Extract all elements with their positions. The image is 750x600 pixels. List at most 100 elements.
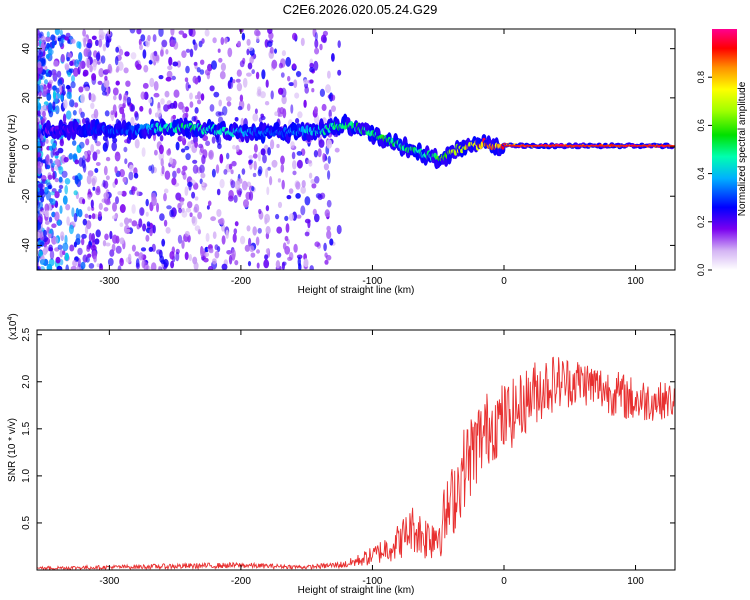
spectrogram-background [37, 29, 675, 270]
noise-speck [149, 77, 155, 88]
noise-speck [264, 254, 269, 260]
noise-speck [84, 213, 89, 219]
noise-speck [138, 218, 143, 228]
noise-speck [48, 216, 53, 223]
noise-speck [103, 192, 109, 200]
noise-speck [192, 256, 198, 265]
noise-speck [159, 135, 164, 142]
noise-speck [37, 161, 41, 166]
noise-speck [76, 41, 81, 49]
noise-speck [98, 68, 104, 78]
noise-speck [37, 222, 42, 231]
noise-speck [74, 175, 79, 185]
noise-speck [95, 149, 101, 155]
noise-speck [167, 65, 173, 71]
noise-speck [254, 29, 260, 37]
snr-axes: -300 -200 -100 0 100 0.5 1.0 1.5 2.0 2.5 [21, 327, 675, 587]
noise-speck [212, 231, 217, 239]
noise-speck [251, 186, 255, 192]
noise-speck [171, 177, 177, 186]
noise-speck [37, 265, 40, 270]
noise-speck [84, 225, 89, 235]
colorbar-tick-label: 0.0 [696, 264, 706, 277]
noise-speck [242, 77, 248, 88]
noise-speck [82, 198, 86, 205]
noise-speck [78, 174, 83, 181]
noise-speck [121, 190, 127, 197]
snr-ylabel: SNR (10 * v/v) [7, 418, 18, 482]
noise-speck [301, 180, 306, 188]
noise-speck [184, 251, 189, 261]
noise-speck [294, 92, 300, 99]
noise-speck [68, 224, 74, 235]
noise-speck [171, 75, 176, 81]
noise-speck [248, 155, 254, 160]
noise-speck [88, 232, 93, 242]
noise-speck [334, 147, 340, 153]
noise-speck [304, 231, 310, 237]
noise-speck [314, 213, 320, 223]
noise-speck [319, 43, 323, 51]
noise-speck [194, 107, 199, 114]
snr-scale-label: (x104) [7, 313, 19, 340]
noise-speck [48, 244, 53, 251]
noise-speck [191, 116, 197, 122]
noise-speck [101, 91, 108, 96]
noise-speck [194, 141, 199, 148]
noise-speck [204, 69, 211, 76]
noise-speck [142, 49, 147, 59]
noise-speck [46, 42, 51, 49]
noise-speck [107, 258, 114, 266]
noise-speck [52, 171, 56, 180]
noise-speck [46, 92, 52, 101]
noise-speck [128, 253, 132, 262]
noise-speck [214, 250, 220, 259]
noise-speck [223, 169, 228, 175]
noise-speck [97, 80, 103, 85]
noise-speck [170, 29, 175, 36]
noise-speck [62, 250, 66, 256]
noise-speck [284, 235, 289, 242]
noise-speck [56, 70, 62, 78]
noise-speck [182, 33, 188, 39]
noise-speck [150, 262, 157, 270]
noise-speck [287, 75, 291, 82]
noise-speck [54, 29, 60, 36]
noise-speck [46, 31, 50, 38]
noise-speck [154, 149, 158, 156]
noise-speck [230, 180, 236, 189]
noise-speck [246, 38, 251, 46]
noise-speck [179, 200, 184, 206]
noise-speck [194, 77, 199, 85]
noise-speck [200, 247, 205, 257]
noise-speck [281, 179, 285, 190]
noise-speck [65, 264, 69, 270]
noise-speck [130, 116, 135, 126]
noise-speck [43, 104, 47, 110]
noise-speck [129, 29, 136, 34]
noise-speck [169, 209, 174, 218]
noise-speck [71, 38, 76, 44]
snr-xtick-label: 100 [627, 576, 644, 587]
noise-speck [241, 168, 246, 175]
noise-speck [37, 84, 41, 94]
noise-speck [148, 108, 152, 115]
noise-speck [309, 265, 314, 270]
noise-speck [37, 114, 40, 123]
noise-speck [251, 69, 255, 75]
noise-speck [166, 205, 172, 210]
noise-speck [52, 101, 56, 111]
colorbar-tick-label: 0.4 [696, 167, 706, 180]
noise-speck [92, 151, 98, 161]
noise-speck [327, 155, 331, 164]
noise-speck [233, 194, 238, 203]
noise-speck [140, 91, 146, 100]
noise-speck [271, 159, 278, 168]
noise-speck [55, 151, 60, 156]
noise-speck [105, 138, 109, 149]
noise-speck [54, 191, 60, 199]
noise-speck [60, 231, 65, 241]
noise-speck [115, 80, 120, 86]
noise-speck [224, 37, 228, 44]
